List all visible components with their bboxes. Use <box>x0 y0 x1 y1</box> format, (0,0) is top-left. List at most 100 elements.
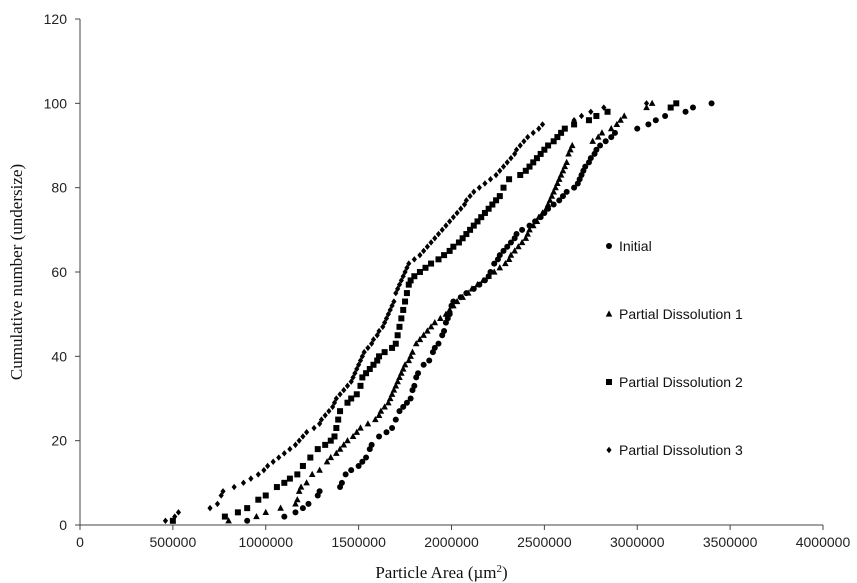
data-point <box>441 252 448 259</box>
data-point <box>404 264 410 271</box>
data-point <box>464 289 472 296</box>
data-point <box>620 112 628 119</box>
data-point <box>388 390 396 397</box>
data-point <box>593 112 600 119</box>
data-point <box>568 141 576 149</box>
legend-label: Partial Dissolution 2 <box>619 374 743 390</box>
data-point <box>262 492 269 499</box>
data-point <box>518 238 526 246</box>
data-point <box>162 517 169 524</box>
data-point <box>392 382 400 389</box>
data-point <box>248 475 254 482</box>
data-point <box>453 297 461 305</box>
data-point <box>594 133 602 140</box>
data-point <box>504 159 510 166</box>
data-point <box>394 332 401 339</box>
y-tick-label: 120 <box>44 11 68 27</box>
data-point <box>333 449 340 456</box>
legend-marker <box>605 310 613 317</box>
data-point <box>396 373 403 381</box>
data-point <box>541 146 548 153</box>
data-point <box>393 289 399 297</box>
data-point <box>582 163 589 170</box>
data-point <box>316 488 323 495</box>
data-point <box>526 163 533 170</box>
data-point <box>506 176 513 183</box>
data-point <box>234 509 241 516</box>
data-point <box>297 483 305 490</box>
data-point <box>380 323 386 331</box>
legend-marker <box>606 379 612 385</box>
data-point <box>327 453 335 461</box>
data-point <box>348 467 355 474</box>
data-point <box>515 243 522 250</box>
data-point <box>496 252 503 259</box>
series-3 <box>169 100 680 524</box>
data-point <box>407 277 414 284</box>
data-point <box>487 176 494 183</box>
data-point <box>411 256 417 263</box>
data-point <box>542 205 550 212</box>
data-point <box>286 475 293 482</box>
data-point <box>529 222 537 229</box>
data-point <box>667 104 674 111</box>
data-point <box>559 167 567 174</box>
data-point <box>348 378 354 385</box>
data-point <box>513 231 520 238</box>
data-point <box>330 403 336 411</box>
data-point <box>463 197 469 204</box>
data-point <box>530 129 536 137</box>
data-point <box>376 433 383 440</box>
data-point <box>645 121 652 128</box>
data-point <box>370 336 377 343</box>
data-point <box>550 188 557 195</box>
data-point <box>589 137 596 144</box>
data-point <box>385 310 391 318</box>
data-point <box>368 441 375 448</box>
data-point <box>443 222 449 229</box>
data-point <box>563 158 570 165</box>
data-point <box>303 479 310 486</box>
data-point <box>402 298 409 305</box>
data-point <box>375 411 383 418</box>
data-point <box>431 344 438 351</box>
data-point <box>415 370 422 377</box>
data-point <box>374 332 380 339</box>
data-point <box>533 217 541 224</box>
data-point <box>383 429 390 436</box>
data-point <box>364 420 372 427</box>
data-point <box>554 134 561 141</box>
x-axis-title-main: Particle Area (µm <box>375 563 496 582</box>
x-tick-label: 1500000 <box>331 534 386 550</box>
data-point <box>557 171 565 178</box>
y-tick-label: 40 <box>51 348 67 364</box>
data-point <box>500 247 507 254</box>
data-point <box>398 315 405 322</box>
data-point <box>370 361 377 368</box>
data-point <box>399 365 407 372</box>
data-point <box>400 403 407 410</box>
data-point <box>292 509 299 516</box>
x-tick-label: 3500000 <box>703 534 758 550</box>
data-point <box>231 483 237 491</box>
y-tick-label: 100 <box>44 95 68 111</box>
data-point <box>496 193 503 200</box>
data-point <box>337 391 343 398</box>
data-point <box>355 462 362 469</box>
data-point <box>558 129 565 136</box>
data-point <box>585 117 592 124</box>
legend-marker <box>606 446 612 454</box>
data-point <box>417 251 423 259</box>
data-point <box>349 432 357 440</box>
data-point <box>673 100 680 107</box>
data-point <box>398 369 405 376</box>
data-point <box>446 247 453 254</box>
data-point <box>539 121 546 128</box>
data-point <box>455 239 462 246</box>
data-point <box>420 331 427 338</box>
data-point <box>555 175 563 182</box>
data-point <box>441 328 448 335</box>
data-point <box>476 184 482 191</box>
data-point <box>559 193 566 200</box>
